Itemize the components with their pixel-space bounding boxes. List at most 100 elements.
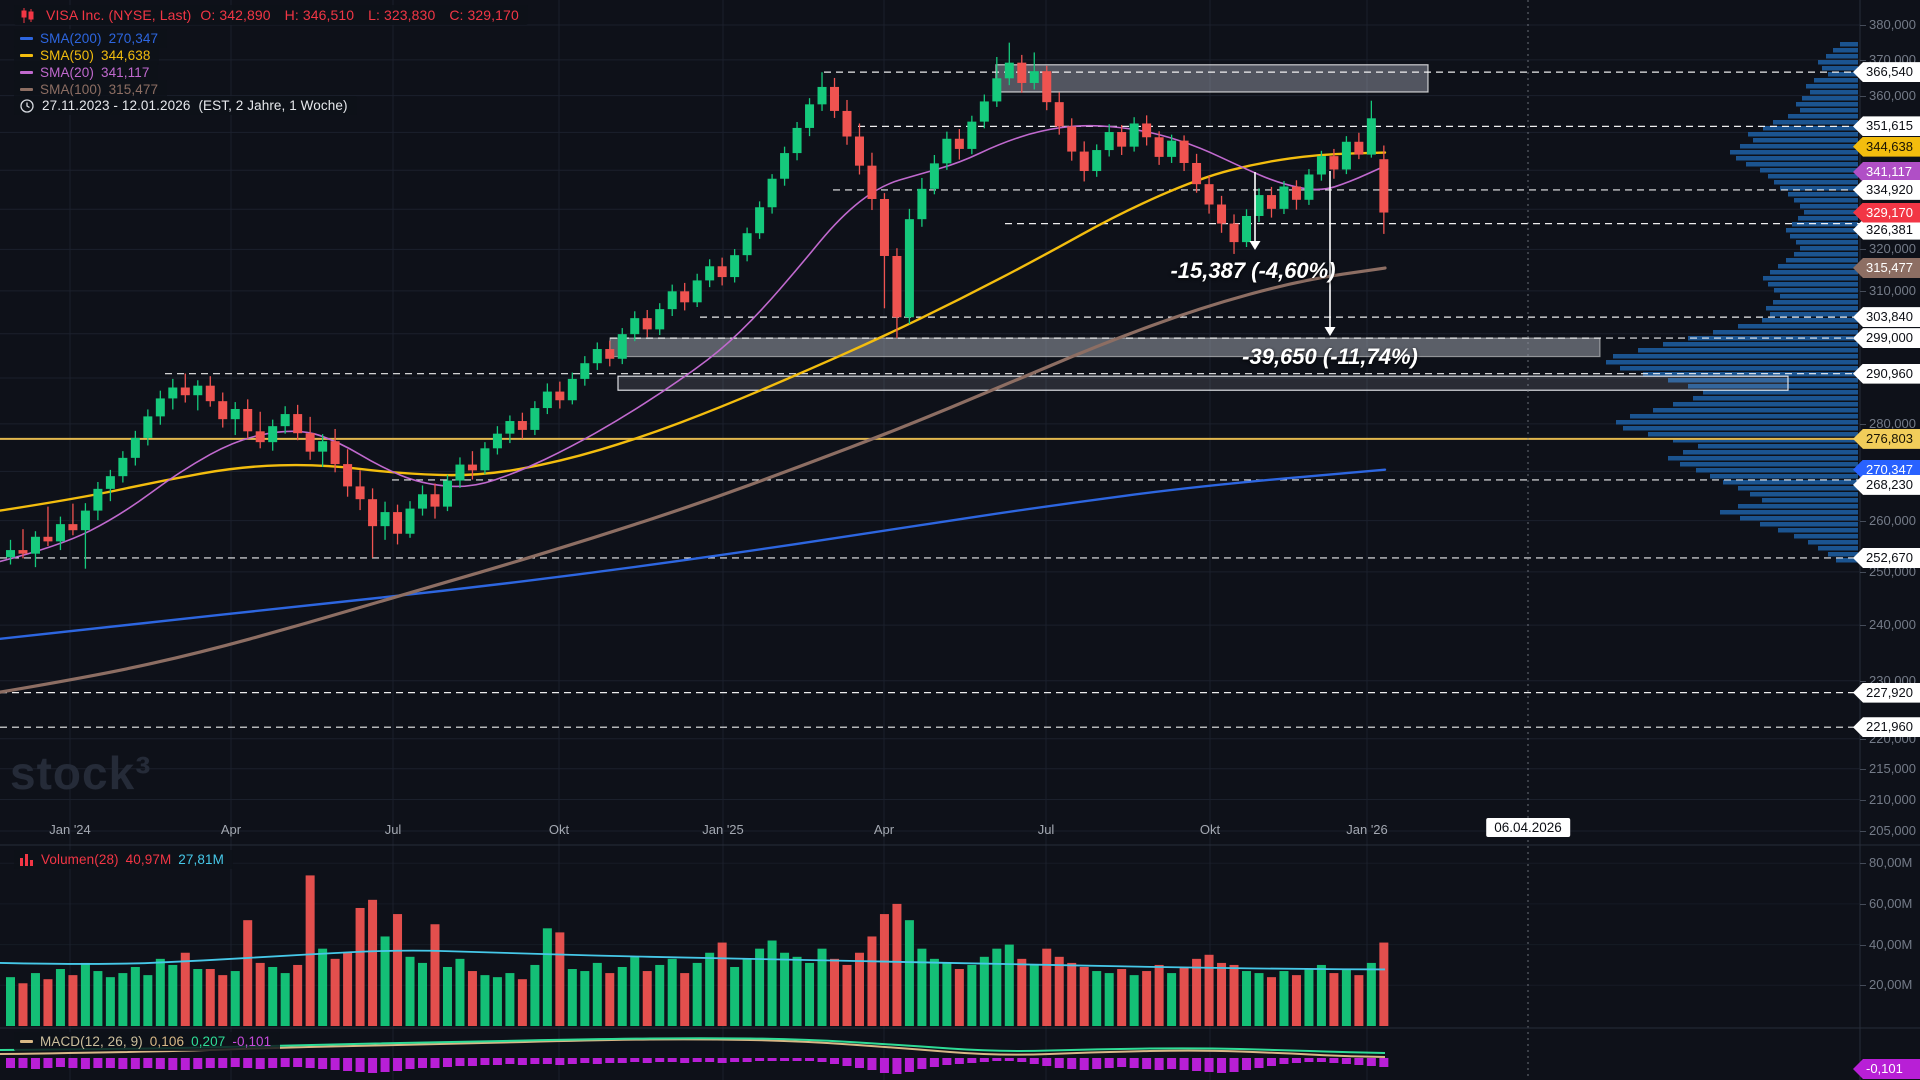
zone-box-2[interactable] xyxy=(609,337,1601,358)
candle-body xyxy=(480,448,490,471)
macd-hist-bar xyxy=(780,1058,790,1061)
volume-bar xyxy=(667,958,677,1026)
candle-body xyxy=(717,266,727,278)
time-tick-Jul: Jul xyxy=(384,822,402,837)
price-tag-290960: 290,960 xyxy=(1853,363,1920,384)
volume-bar xyxy=(380,936,390,1026)
sma200-legend[interactable]: SMA(200) 270,347 xyxy=(14,29,168,48)
macd-hist-bar xyxy=(105,1058,115,1068)
volume-bar xyxy=(655,964,665,1026)
candle-body xyxy=(605,349,615,359)
candle-body xyxy=(180,387,190,396)
macd-hist-bar xyxy=(892,1058,902,1074)
macd-hist-bar xyxy=(1217,1058,1227,1073)
macd-value: 0,106 xyxy=(149,1034,185,1049)
volume-bar xyxy=(442,966,452,1026)
candle-body xyxy=(218,401,228,420)
candle-body xyxy=(805,104,815,128)
volume-bar xyxy=(1042,948,1052,1026)
volume-bar xyxy=(942,962,952,1026)
macd-hist-bar xyxy=(1192,1058,1202,1071)
volume-bar xyxy=(168,964,178,1026)
macd-hist-bar xyxy=(1229,1058,1239,1072)
macd-hist-bar xyxy=(929,1058,939,1067)
date-range-legend: 27.11.2023 - 12.01.2026 (EST, 2 Jahre, 1… xyxy=(14,96,357,115)
candle-body xyxy=(1266,195,1276,209)
macd-legend[interactable]: MACD(12, 26, 9) 0,106 0,207 -0,101 xyxy=(14,1032,281,1051)
measure-arrow-2[interactable] xyxy=(1324,171,1336,336)
time-tick-Apr: Apr xyxy=(220,822,242,837)
sma50-legend[interactable]: SMA(50) 344,638 xyxy=(14,46,160,65)
volume-bar xyxy=(929,958,939,1026)
macd-hist-bar xyxy=(230,1058,240,1067)
axis-tick xyxy=(1860,290,1866,292)
candle-body xyxy=(780,153,790,179)
volume-legend[interactable]: Volumen(28) 40,97M 27,81M xyxy=(14,850,233,869)
candle-body xyxy=(680,291,690,303)
candle-body xyxy=(854,136,864,166)
macd-hist-bar xyxy=(180,1058,190,1070)
volume-bar xyxy=(1316,964,1326,1026)
candle-body xyxy=(1242,215,1252,243)
macd-hist-bar xyxy=(218,1058,228,1068)
close-value: C: 329,170 xyxy=(449,7,519,23)
candle-body xyxy=(1291,186,1301,200)
macd-hist-bar xyxy=(330,1058,340,1070)
symbol-legend[interactable]: VISA Inc. (NYSE, Last) O: 342,890 H: 346… xyxy=(14,5,528,25)
candle-body xyxy=(1316,156,1326,175)
volume-bar xyxy=(1379,942,1389,1026)
volume-bar xyxy=(80,962,90,1026)
volume-bars xyxy=(6,875,1389,1026)
candle-body xyxy=(1092,150,1102,172)
macd-hist-bar xyxy=(205,1058,215,1068)
volume-bar xyxy=(954,969,964,1026)
volume-bar xyxy=(1291,975,1301,1026)
volume-bar xyxy=(1341,969,1351,1026)
candle-body xyxy=(767,178,777,208)
candle-body xyxy=(430,494,440,507)
macd-hist-bar xyxy=(1341,1058,1351,1064)
volume-bar xyxy=(517,979,527,1026)
volume-bar xyxy=(255,962,265,1026)
volume-bar xyxy=(180,952,190,1026)
sma-lines xyxy=(0,124,1387,694)
volume-bar xyxy=(555,932,565,1026)
macd-hist-bar xyxy=(792,1058,802,1061)
candle-body xyxy=(168,387,178,399)
sma50-label: SMA(50) xyxy=(40,48,94,63)
measure-arrow-1[interactable] xyxy=(1249,172,1261,250)
macd-hist-bar xyxy=(268,1058,278,1068)
macd-hist-bar xyxy=(630,1058,640,1062)
macd-hist-bar xyxy=(80,1058,90,1069)
volume-bar xyxy=(904,920,914,1026)
candle-body xyxy=(580,363,590,379)
zone-box-3[interactable] xyxy=(617,375,1789,391)
candle-body xyxy=(642,318,652,330)
sma20-legend[interactable]: SMA(20) 341,117 xyxy=(14,63,159,82)
macd-hist-bar xyxy=(93,1058,103,1068)
volume-bar xyxy=(1354,975,1364,1026)
sma100-legend[interactable]: SMA(100) 315,477 xyxy=(14,80,168,99)
candle-body xyxy=(742,233,752,256)
macd-hist-bar xyxy=(168,1058,178,1070)
volume-bar xyxy=(218,975,228,1026)
stock3-watermark: stock³ xyxy=(10,747,152,799)
macd-hist-bar xyxy=(1017,1058,1027,1062)
volume-bar xyxy=(18,983,28,1026)
candle-body xyxy=(617,334,627,359)
time-tick-Jan24: Jan '24 xyxy=(49,822,91,837)
price-tag-270347: 270,347 xyxy=(1853,459,1920,480)
volume-bar xyxy=(118,973,128,1026)
candles xyxy=(6,42,1389,569)
macd-hist-bar xyxy=(193,1058,203,1069)
volume-bar xyxy=(1142,971,1152,1026)
candle-body xyxy=(517,421,527,430)
candle-body xyxy=(1104,132,1114,151)
macd-hist-bar xyxy=(767,1058,777,1061)
axis-tick xyxy=(1860,423,1866,425)
measure-label-1: -15,387 (-4,60%) xyxy=(1170,258,1336,283)
candle-body xyxy=(1254,195,1264,216)
candle-body xyxy=(1354,141,1364,155)
zone-box-1[interactable] xyxy=(995,64,1429,93)
